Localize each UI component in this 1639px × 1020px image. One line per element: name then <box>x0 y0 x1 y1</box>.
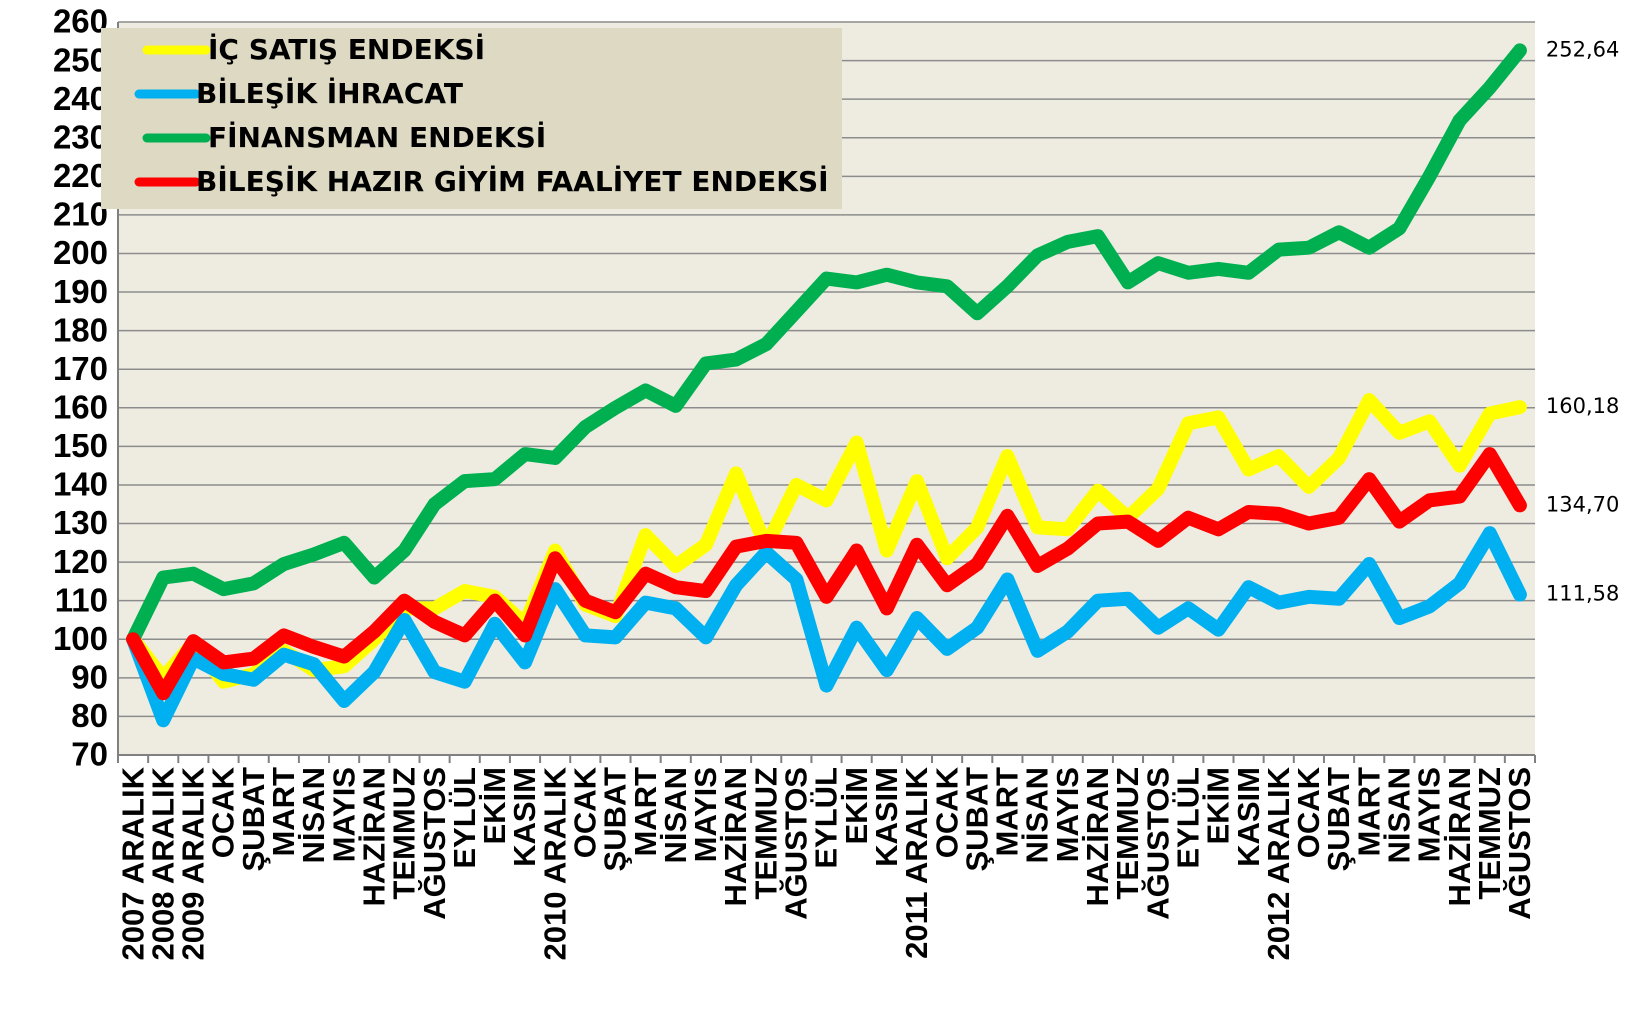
x-tick-label: EYLÜL <box>447 767 482 869</box>
x-tick-label: MAYIS <box>1050 767 1085 862</box>
x-tick-label: MAYIS <box>1412 767 1447 862</box>
series-line <box>126 447 1527 701</box>
x-tick-label: MAYIS <box>326 767 361 862</box>
x-tick-label: HAZİRAN <box>718 767 753 907</box>
legend-box <box>101 28 842 209</box>
x-tick-label: EYLÜL <box>809 767 844 869</box>
x-tick-label: NİSAN <box>658 767 693 863</box>
x-tick-label: TEMMUZ <box>387 767 422 900</box>
x-tick-label: OCAK <box>929 766 964 858</box>
legend-label: İÇ SATIŞ ENDEKSİ <box>208 32 485 66</box>
x-tick-label: AĞUSTOS <box>1140 767 1175 920</box>
legend-label: BİLEŞİK İHRACAT <box>196 76 463 110</box>
x-tick-label: AĞUSTOS <box>1502 767 1537 920</box>
x-tick-label: KASIM <box>507 767 542 867</box>
x-tick-label: MART <box>628 767 663 857</box>
x-tick-label: 2008 ARALIK <box>145 766 180 960</box>
y-tick-label: 230 <box>53 118 108 155</box>
x-tick-label: ŞUBAT <box>236 767 271 872</box>
y-tick-label: 200 <box>53 234 108 271</box>
x-tick-label: ŞUBAT <box>1321 767 1356 872</box>
series-line <box>126 526 1527 728</box>
x-tick-label: 2009 ARALIK <box>176 766 211 960</box>
x-tick-label: NİSAN <box>1382 767 1417 863</box>
x-tick-label: TEMMUZ <box>1110 767 1145 900</box>
y-tick-label: 160 <box>53 389 108 426</box>
y-tick-label: 90 <box>71 659 108 696</box>
series-line <box>126 43 1527 647</box>
x-tick-label: MAYIS <box>688 767 723 862</box>
y-tick-label: 70 <box>71 736 108 773</box>
x-tick-label: MART <box>266 767 301 857</box>
x-tick-label: TEMMUZ <box>748 767 783 900</box>
x-tick-label: OCAK <box>1291 766 1326 858</box>
y-tick-label: 190 <box>53 273 108 310</box>
x-tick-label: OCAK <box>206 766 241 858</box>
x-tick-label: ŞUBAT <box>598 767 633 872</box>
y-tick-label: 170 <box>53 350 108 387</box>
x-tick-label: 2010 ARALIK <box>537 766 572 960</box>
x-tick-label: EKİM <box>839 767 874 845</box>
x-tick-label: AĞUSTOS <box>779 767 814 920</box>
x-tick-label: AĞUSTOS <box>417 767 452 920</box>
legend-label: FİNANSMAN ENDEKSİ <box>208 120 546 154</box>
x-tick-label: EYLÜL <box>1170 767 1205 869</box>
x-tick-label: MART <box>990 767 1025 857</box>
y-tick-label: 130 <box>53 504 108 541</box>
y-tick-label: 140 <box>53 466 108 503</box>
x-tick-label: ŞUBAT <box>959 767 994 872</box>
y-tick-label: 110 <box>55 581 108 618</box>
x-tick-label: HAZİRAN <box>356 767 391 907</box>
x-tick-label: 2012 ARALIK <box>1261 766 1296 960</box>
x-tick-label: NİSAN <box>296 767 331 863</box>
y-tick-label: 80 <box>71 697 108 734</box>
x-tick-label: 2007 ARALIK <box>115 766 150 960</box>
x-tick-label: EKİM <box>477 767 512 845</box>
x-tick-label: EKİM <box>1201 767 1236 845</box>
x-tick-label: NİSAN <box>1020 767 1055 863</box>
y-tick-label: 240 <box>53 80 108 117</box>
y-tick-label: 220 <box>53 157 108 194</box>
legend-label: BİLEŞİK HAZIR GİYİM FAALİYET ENDEKSİ <box>196 164 829 198</box>
x-tick-label: HAZİRAN <box>1442 767 1477 907</box>
data-label: 134,70 <box>1546 492 1619 516</box>
y-tick-label: 120 <box>53 543 108 580</box>
x-tick-label: HAZİRAN <box>1080 767 1115 907</box>
data-label: 160,18 <box>1546 394 1619 418</box>
data-label: 111,58 <box>1546 582 1619 606</box>
y-tick-label: 150 <box>53 427 108 464</box>
y-tick-label: 260 <box>53 3 108 40</box>
x-tick-label: KASIM <box>869 767 904 867</box>
y-tick-label: 210 <box>53 196 108 233</box>
data-label: 252,64 <box>1546 37 1619 61</box>
legend: İÇ SATIŞ ENDEKSİ BİLEŞİK İHRACAT FİNANSMAN… <box>101 28 842 209</box>
y-tick-label: 180 <box>53 311 108 348</box>
x-tick-label: 2011 ARALIK <box>899 766 934 958</box>
y-tick-label: 100 <box>53 620 108 657</box>
x-tick-label: OCAK <box>567 766 602 858</box>
x-tick-label: KASIM <box>1231 767 1266 867</box>
y-tick-label: 250 <box>53 41 108 78</box>
x-tick-label: TEMMUZ <box>1472 767 1507 900</box>
x-tick-label: MART <box>1351 767 1386 857</box>
